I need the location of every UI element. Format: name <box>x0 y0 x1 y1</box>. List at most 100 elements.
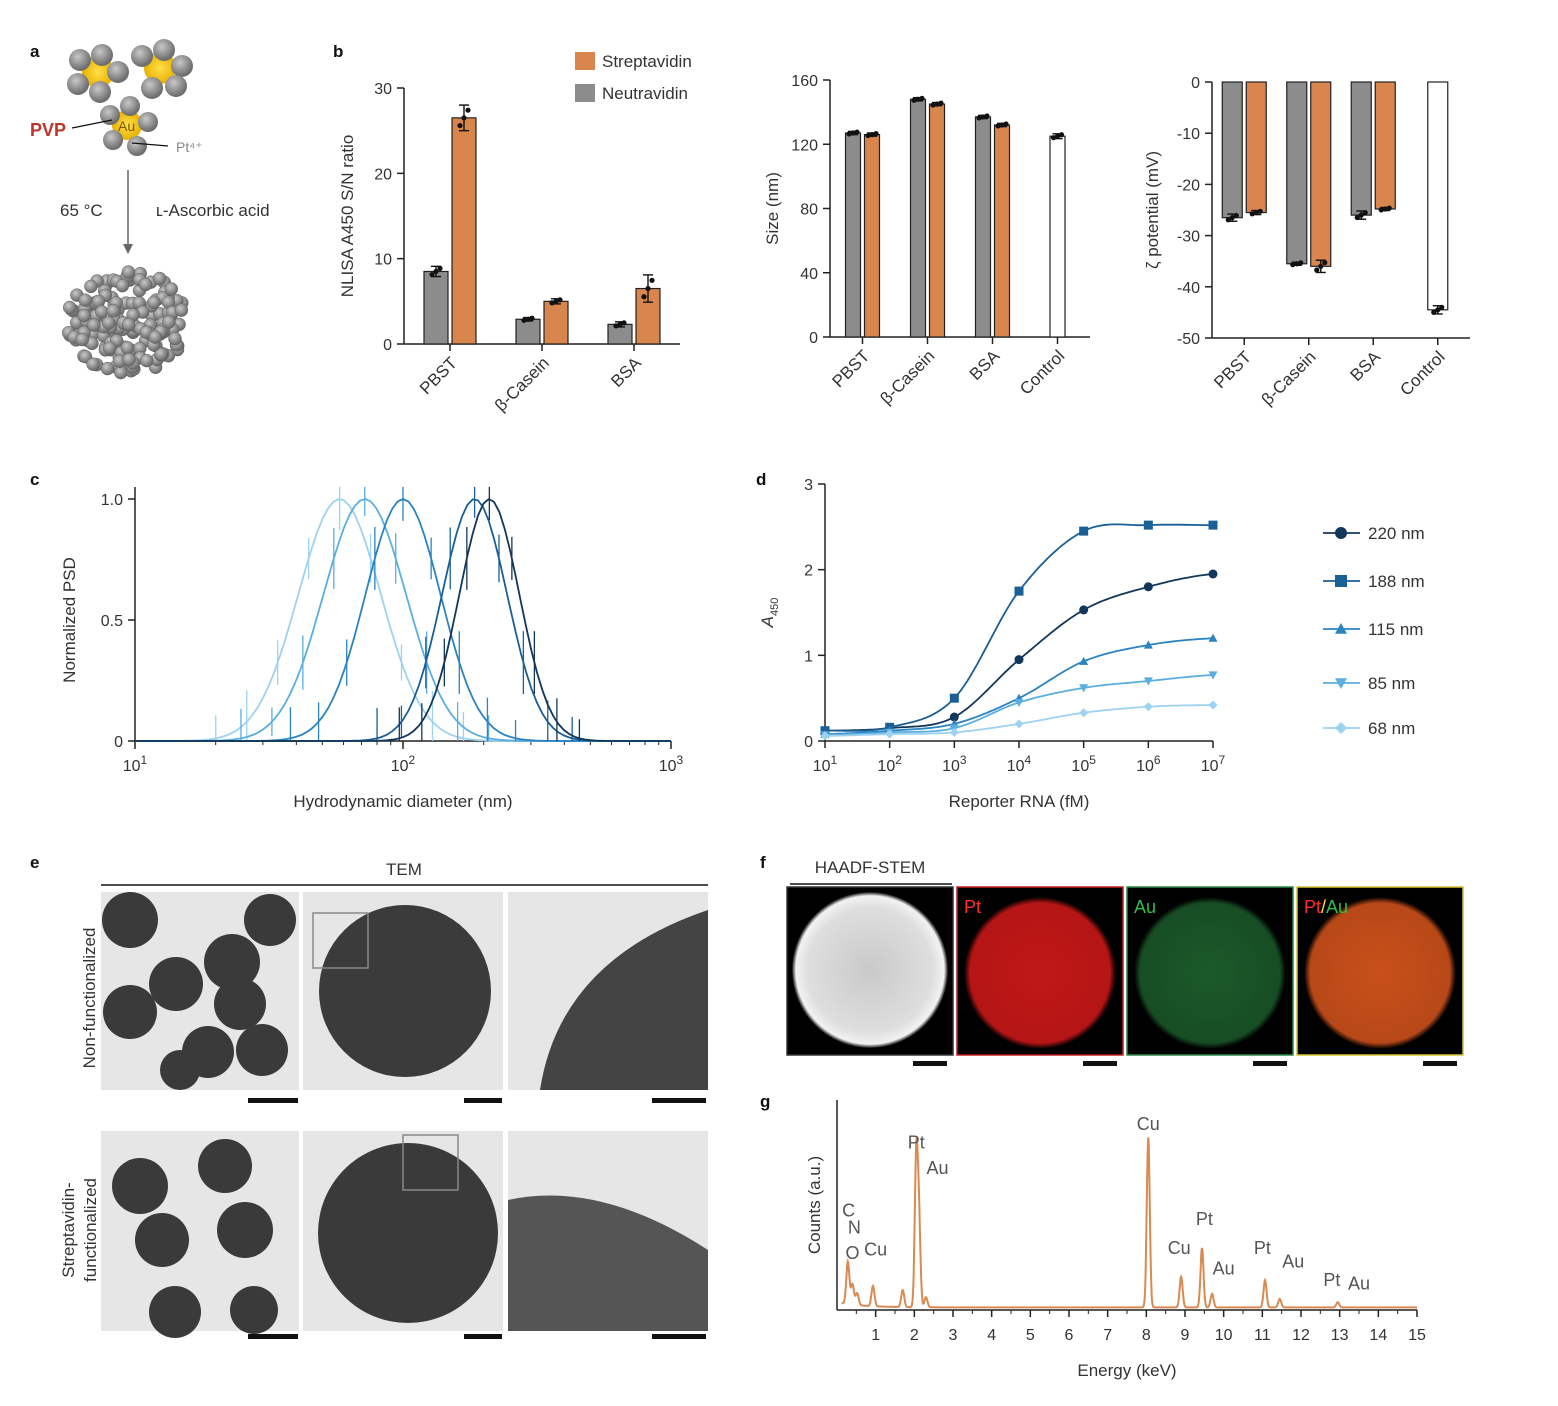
marker <box>949 712 959 722</box>
tem-particle <box>160 1050 200 1090</box>
tem-particle-large <box>318 1143 498 1323</box>
overlay-map-image: Pt/Au <box>1296 886 1464 1066</box>
y-tick-label: 10 <box>374 252 392 269</box>
data-point <box>645 285 651 292</box>
x-tick-label: 10 <box>1215 1327 1233 1344</box>
panel-label-g: g <box>760 1092 770 1111</box>
x-tick-label: 104 <box>1007 753 1032 775</box>
sub-particle <box>101 316 116 330</box>
sub-particle <box>75 332 89 347</box>
data-point <box>911 97 917 103</box>
data-point <box>1058 132 1065 138</box>
bar <box>993 124 1011 338</box>
peak-label: Cu <box>1168 1238 1191 1258</box>
x-tick-label: Control <box>1396 347 1448 399</box>
marker <box>1143 520 1153 530</box>
y-axis-label: Normalized PSD <box>60 557 79 683</box>
scale-bar <box>1253 1061 1287 1066</box>
data-point <box>521 317 527 323</box>
tem-particle <box>149 1286 201 1338</box>
sub-particle <box>86 357 100 371</box>
y-axis-label: ζ potential (mV) <box>1143 151 1162 269</box>
y-tick-label: 0 <box>383 337 392 354</box>
tem-particle <box>102 892 158 948</box>
au-map-image: Au <box>1126 886 1294 1066</box>
tem-particle <box>149 957 203 1011</box>
y-tick-label: 0 <box>804 734 813 751</box>
tem-particle <box>198 1139 252 1193</box>
x-tick-label: 5 <box>1026 1327 1035 1344</box>
data-point <box>1298 260 1304 266</box>
haadf-image <box>786 886 954 1066</box>
bar <box>863 134 881 338</box>
peak-label: Au <box>927 1158 949 1178</box>
scale-bar <box>652 1334 706 1339</box>
scale-bar <box>652 1098 706 1103</box>
legend-label-streptavidin: Streptavidin <box>602 52 692 71</box>
marker <box>1208 671 1218 680</box>
tem-particle <box>214 978 266 1030</box>
data-point <box>553 298 559 304</box>
sub-particle <box>168 331 182 346</box>
psd-curve <box>135 498 671 742</box>
marker <box>949 727 959 737</box>
bar <box>1221 81 1243 219</box>
tem-edge-zoom <box>540 910 708 1090</box>
peak-label: C <box>842 1201 855 1221</box>
x-axis-label: Hydrodynamic diameter (nm) <box>293 792 512 811</box>
pvp-label: PVP <box>30 120 66 140</box>
x-tick-label: 105 <box>1071 753 1096 775</box>
y-tick-label: 0.5 <box>101 613 123 630</box>
data-point <box>649 277 655 283</box>
data-point <box>1253 209 1259 216</box>
data-point <box>846 131 852 137</box>
tem-particle <box>244 894 296 946</box>
bar <box>515 318 541 345</box>
tem-image-grid <box>101 892 708 1339</box>
eds-spectrum-line <box>841 1136 1417 1309</box>
x-tick-label: 1 <box>871 1327 880 1344</box>
x-tick-label: 6 <box>1065 1327 1074 1344</box>
marker <box>1143 702 1153 712</box>
data-point <box>865 132 871 139</box>
peak-label: O <box>845 1243 859 1263</box>
sub-particle <box>148 330 162 344</box>
marker <box>1079 605 1089 615</box>
marker <box>1079 526 1089 536</box>
data-point <box>930 102 936 108</box>
bar <box>451 117 477 345</box>
x-tick-label: 15 <box>1408 1327 1426 1344</box>
data-point <box>1257 208 1263 214</box>
x-tick-label: 8 <box>1142 1327 1151 1344</box>
sub-particle <box>102 341 117 355</box>
data-point <box>1294 261 1300 267</box>
legend-swatch-streptavidin <box>575 52 595 70</box>
tem-particle <box>230 1286 278 1334</box>
sub-particle <box>154 347 168 361</box>
y-tick-label: -30 <box>1177 229 1200 246</box>
bar <box>543 300 569 345</box>
data-point <box>617 321 623 327</box>
pvp-arrow <box>71 119 113 129</box>
sub-particle <box>120 341 135 355</box>
legend-b: Streptavidin Neutravidin <box>575 52 692 103</box>
y-axis-label: Size (nm) <box>763 172 782 245</box>
scale-bar <box>913 1061 947 1066</box>
data-point <box>621 320 627 326</box>
y-axis-label: Counts (a.u.) <box>805 1156 824 1254</box>
data-point <box>938 100 944 106</box>
peak-label: N <box>848 1218 861 1238</box>
sub-particle <box>62 300 77 315</box>
bar <box>1286 81 1308 265</box>
y-tick-label: -40 <box>1177 280 1200 297</box>
data-point <box>1354 214 1360 221</box>
legend-label: 115 nm <box>1368 620 1423 639</box>
data-point <box>1054 133 1061 139</box>
tem-particle <box>204 934 260 990</box>
data-point <box>984 113 990 119</box>
y-axis-label: A450 <box>758 598 781 629</box>
tem-particle <box>135 1213 189 1267</box>
data-point <box>461 115 467 121</box>
data-point <box>529 315 535 321</box>
